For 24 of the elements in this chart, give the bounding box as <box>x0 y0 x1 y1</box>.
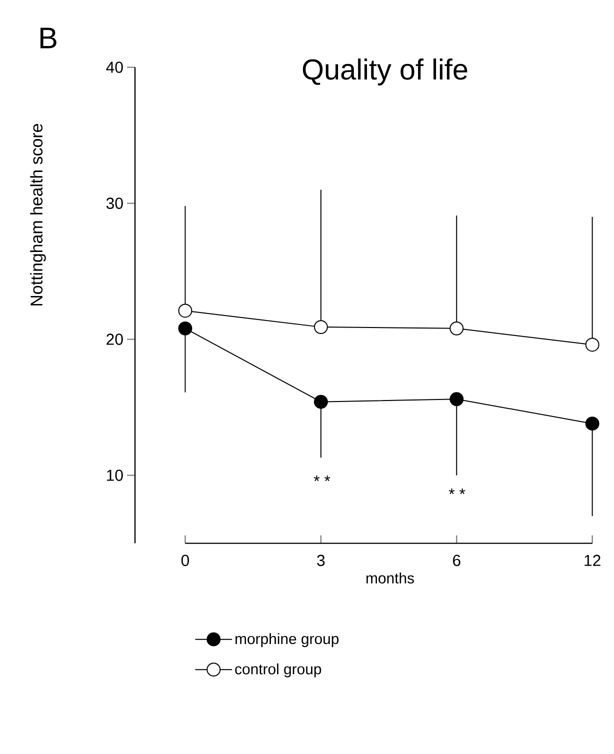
point <box>314 394 328 409</box>
legend-label: morphine group <box>236 633 339 648</box>
text: B <box>40 28 56 48</box>
x-tick-label: 0 <box>181 554 190 566</box>
point <box>314 320 328 334</box>
point <box>178 304 192 318</box>
x-tick-label: 6 <box>452 554 460 566</box>
x-tick-label: 3 <box>317 554 325 566</box>
chart-title: Quality of life <box>302 58 468 86</box>
x-axis-title: months <box>366 572 414 584</box>
point <box>585 416 600 431</box>
legend-label: control group <box>235 663 322 678</box>
annotation: * * <box>314 476 330 482</box>
y-tick-label: 40 <box>106 62 123 73</box>
y-axis-title: Nottingham health score <box>30 124 46 306</box>
point <box>178 321 192 336</box>
y-tick-label: 30 <box>106 198 123 209</box>
x-tick-label: 12 <box>584 554 600 566</box>
point <box>450 392 464 406</box>
y-tick-label: 10 <box>107 470 123 481</box>
point <box>450 321 464 336</box>
annotation: * * <box>448 488 466 494</box>
point <box>585 338 600 352</box>
y-tick-label: 20 <box>106 334 123 345</box>
